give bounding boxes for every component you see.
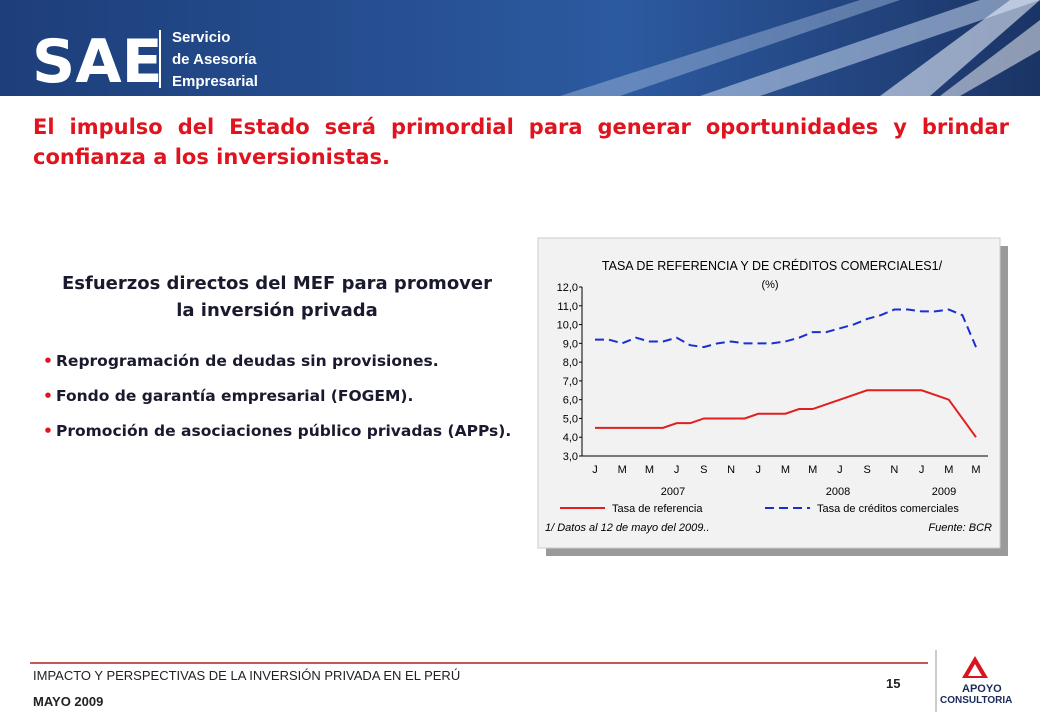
brand: APOYO [962, 683, 1002, 695]
bullet: Reprogramación de deudas sin provisiones… [43, 350, 518, 373]
x-tick-label: N [727, 464, 735, 476]
x-tick-label: M [645, 464, 654, 476]
y-tick-label: 10,0 [557, 320, 578, 332]
y-tick-label: 5,0 [563, 413, 578, 425]
note: 1/ Datos al 12 de mayo del 2009.. [545, 522, 710, 534]
y-tick-label: 11,0 [557, 301, 578, 313]
y-tick-label: 6,0 [563, 395, 578, 407]
x-tick-label: J [837, 464, 843, 476]
headline: El impulso del Estado será primordial pa… [33, 115, 1009, 169]
chart-title: TASA DE REFERENCIA Y DE CRÉDITOS COMERCI… [602, 258, 943, 273]
bullets: Reprogramación de deudas sin provisiones… [40, 350, 518, 455]
service-line: Empresarial [172, 73, 258, 90]
x-tick-label: S [700, 464, 707, 476]
x-tick-label: M [944, 464, 953, 476]
x-tick-label: M [781, 464, 790, 476]
year-label: 2007 [661, 486, 685, 498]
footer-date: MAYO 2009 [33, 694, 104, 709]
y-tick-label: 3,0 [563, 451, 578, 463]
year-label: 2008 [826, 486, 850, 498]
x-tick-label: M [618, 464, 627, 476]
x-tick-label: J [919, 464, 925, 476]
footer-title: IMPACTO Y PERSPECTIVAS DE LA INVERSIÓN P… [33, 668, 461, 683]
legend-label: Tasa de referencia [612, 503, 703, 515]
x-tick-label: J [592, 464, 598, 476]
page-number: 15 [886, 676, 901, 691]
x-tick-label: M [808, 464, 817, 476]
source: Fuente: BCR [928, 522, 992, 534]
legend-label: Tasa de créditos comerciales [817, 503, 959, 515]
series-line [595, 389, 977, 438]
x-tick-label: J [674, 464, 680, 476]
logo: SAE [32, 27, 163, 96]
service-line: Servicio [172, 29, 230, 46]
bullet: Fondo de garantía empresarial (FOGEM). [43, 385, 518, 408]
banner: SAE Servicio de Asesoría Empresarial [0, 0, 1040, 96]
y-tick-label: 9,0 [563, 338, 578, 350]
x-tick-label: N [890, 464, 898, 476]
y-tick-label: 12,0 [557, 282, 578, 294]
year-label: 2009 [932, 486, 956, 498]
x-tick-label: S [863, 464, 870, 476]
x-tick-label: M [971, 464, 980, 476]
x-tick-label: J [756, 464, 762, 476]
section-title: Esfuerzos directos del MEF para promover… [61, 273, 492, 321]
chart-subtitle: (%) [761, 279, 778, 291]
brand: CONSULTORIA [940, 695, 1012, 706]
y-tick-label: 8,0 [563, 357, 578, 369]
y-tick-label: 4,0 [563, 432, 578, 444]
series-line [595, 308, 977, 349]
service-line: de Asesoría [172, 51, 257, 68]
y-tick-label: 7,0 [563, 376, 578, 388]
bullet: Promoción de asociaciones público privad… [43, 420, 518, 443]
